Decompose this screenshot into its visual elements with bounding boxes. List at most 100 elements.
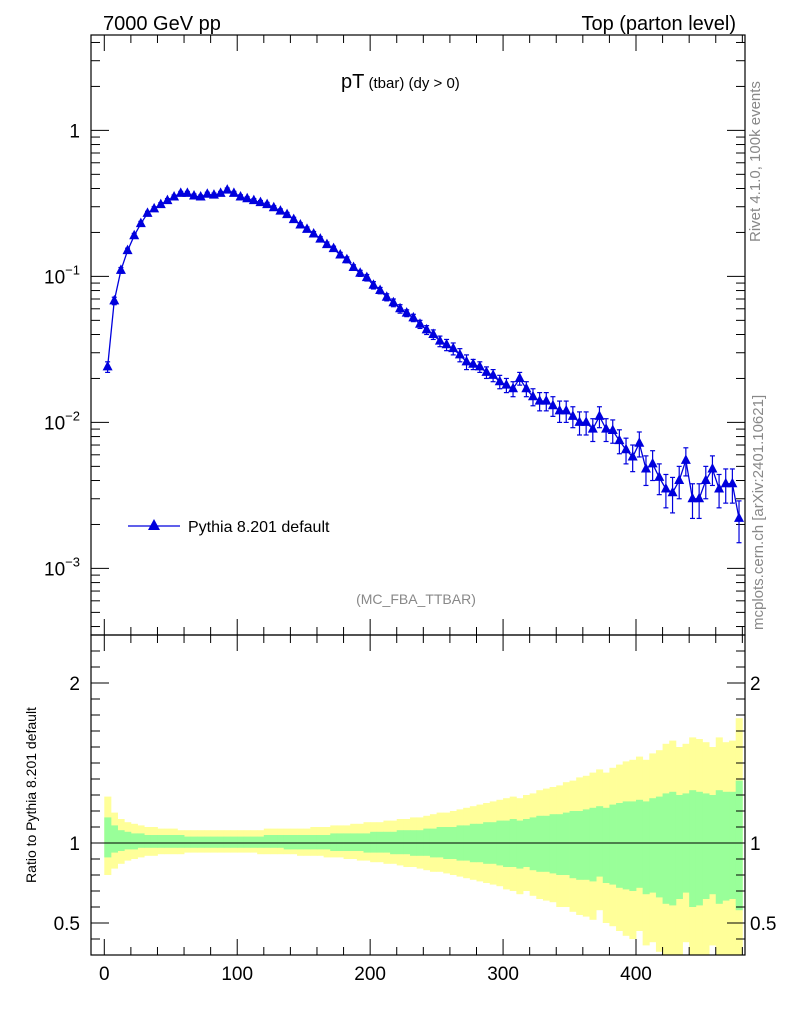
data-point xyxy=(554,404,565,415)
data-point xyxy=(242,192,253,203)
ratio-y-tick-label-left: 0.5 xyxy=(54,914,80,935)
inner-band-bin xyxy=(549,814,557,874)
data-point xyxy=(248,194,259,205)
inner-band-bin xyxy=(715,790,723,904)
main-plot-frame xyxy=(90,34,746,636)
inner-band-bin xyxy=(210,836,218,848)
inner-band-bin xyxy=(556,814,564,875)
data-point xyxy=(534,395,545,405)
inner-band-bin xyxy=(310,835,318,850)
inner-band-bin xyxy=(516,820,524,869)
inner-band-bin xyxy=(669,791,677,906)
data-point xyxy=(474,360,485,371)
inner-band-bin xyxy=(283,835,291,850)
inner-band-bin xyxy=(303,835,311,850)
data-point xyxy=(155,198,166,209)
inner-band-bin xyxy=(735,780,743,911)
inner-band-bin xyxy=(323,835,331,850)
inner-band-bin xyxy=(144,835,152,848)
data-point xyxy=(567,410,578,420)
x-tick-label: 300 xyxy=(487,964,519,985)
data-point xyxy=(195,190,206,201)
inner-band-bin xyxy=(230,836,238,848)
inner-band-bin xyxy=(695,791,703,906)
x-tick-labels: 0 100 200 300 400 xyxy=(99,964,652,985)
data-point xyxy=(720,477,731,488)
data-point xyxy=(162,194,173,205)
inner-band-bin xyxy=(702,793,710,899)
data-point xyxy=(388,296,399,307)
data-point xyxy=(215,187,226,197)
inner-band-bin xyxy=(290,835,298,850)
data-point xyxy=(508,382,519,393)
data-point xyxy=(308,228,319,238)
data-point xyxy=(288,213,299,224)
rivet-label: Rivet 4.1.0, 100k events xyxy=(747,81,764,242)
inner-band-bin xyxy=(436,827,444,858)
inner-band-bin xyxy=(277,835,285,848)
data-point xyxy=(594,410,605,420)
x-tick-label: 400 xyxy=(620,964,652,985)
ratio-y-tick-label-right: 1 xyxy=(750,834,761,855)
data-point xyxy=(527,390,538,401)
data-point xyxy=(601,423,612,433)
data-point xyxy=(235,190,246,201)
data-point xyxy=(488,369,499,379)
x-tick-label: 100 xyxy=(221,964,253,985)
inner-band-bin xyxy=(602,807,610,883)
inner-band-bin xyxy=(124,831,132,850)
header-left: 7000 GeV pp xyxy=(103,13,221,35)
data-point xyxy=(149,202,160,213)
data-point xyxy=(621,443,632,454)
data-point xyxy=(414,318,425,328)
inner-band-bin xyxy=(622,801,630,890)
inner-band-bin xyxy=(503,820,511,867)
data-point xyxy=(328,242,339,253)
data-point xyxy=(654,471,665,481)
inner-band-bin xyxy=(589,807,597,882)
data-point xyxy=(680,454,691,464)
data-point xyxy=(660,482,671,493)
data-point xyxy=(468,358,479,368)
data-point xyxy=(368,279,379,289)
y-tick-label: 10−1 xyxy=(44,262,80,288)
inner-band-bin xyxy=(396,830,404,855)
data-point xyxy=(421,323,432,334)
legend-label: Pythia 8.201 default xyxy=(188,519,330,536)
data-point xyxy=(135,217,146,228)
inner-band-bin xyxy=(157,835,165,848)
data-point xyxy=(501,379,512,389)
ratio-y-tick-label-left: 2 xyxy=(69,674,80,695)
inner-band-bin xyxy=(270,835,278,848)
data-point xyxy=(175,187,186,197)
inner-band-bin xyxy=(316,835,325,850)
inner-band-bin xyxy=(675,795,683,899)
data-point xyxy=(461,355,472,366)
data-point xyxy=(521,382,532,393)
inner-band-bin xyxy=(662,793,670,904)
inner-band-bin xyxy=(150,835,158,848)
data-point xyxy=(361,271,372,282)
inner-band-bin xyxy=(649,798,657,893)
inner-band-bin xyxy=(370,831,378,853)
ratio-y-tick-label-right: 2 xyxy=(750,674,761,695)
x-tick-label: 0 xyxy=(99,964,110,985)
data-point xyxy=(268,201,279,212)
ratio-ylabel: Ratio to Pythia 8.201 default xyxy=(23,707,39,883)
legend: Pythia 8.201 default xyxy=(128,519,330,536)
data-point xyxy=(694,492,705,503)
analysis-tag: (MC_FBA_TTBAR) xyxy=(356,591,476,607)
data-point xyxy=(727,477,738,488)
ratio-y-tick-labels: 0.5 0.5 1 1 2 2 xyxy=(54,674,777,935)
y-tick-exponent: −2 xyxy=(65,408,80,423)
data-point xyxy=(355,267,366,277)
data-point xyxy=(687,492,698,503)
data-point xyxy=(255,196,266,207)
mcplots-label: mcplots.cern.ch [arXiv:2401.10621] xyxy=(750,395,767,630)
plot-title: pT (tbar) (dy > 0) xyxy=(341,71,460,93)
data-point xyxy=(634,437,645,447)
inner-band-bin xyxy=(376,831,384,853)
inner-band-bin xyxy=(655,796,663,898)
data-point xyxy=(315,233,326,243)
